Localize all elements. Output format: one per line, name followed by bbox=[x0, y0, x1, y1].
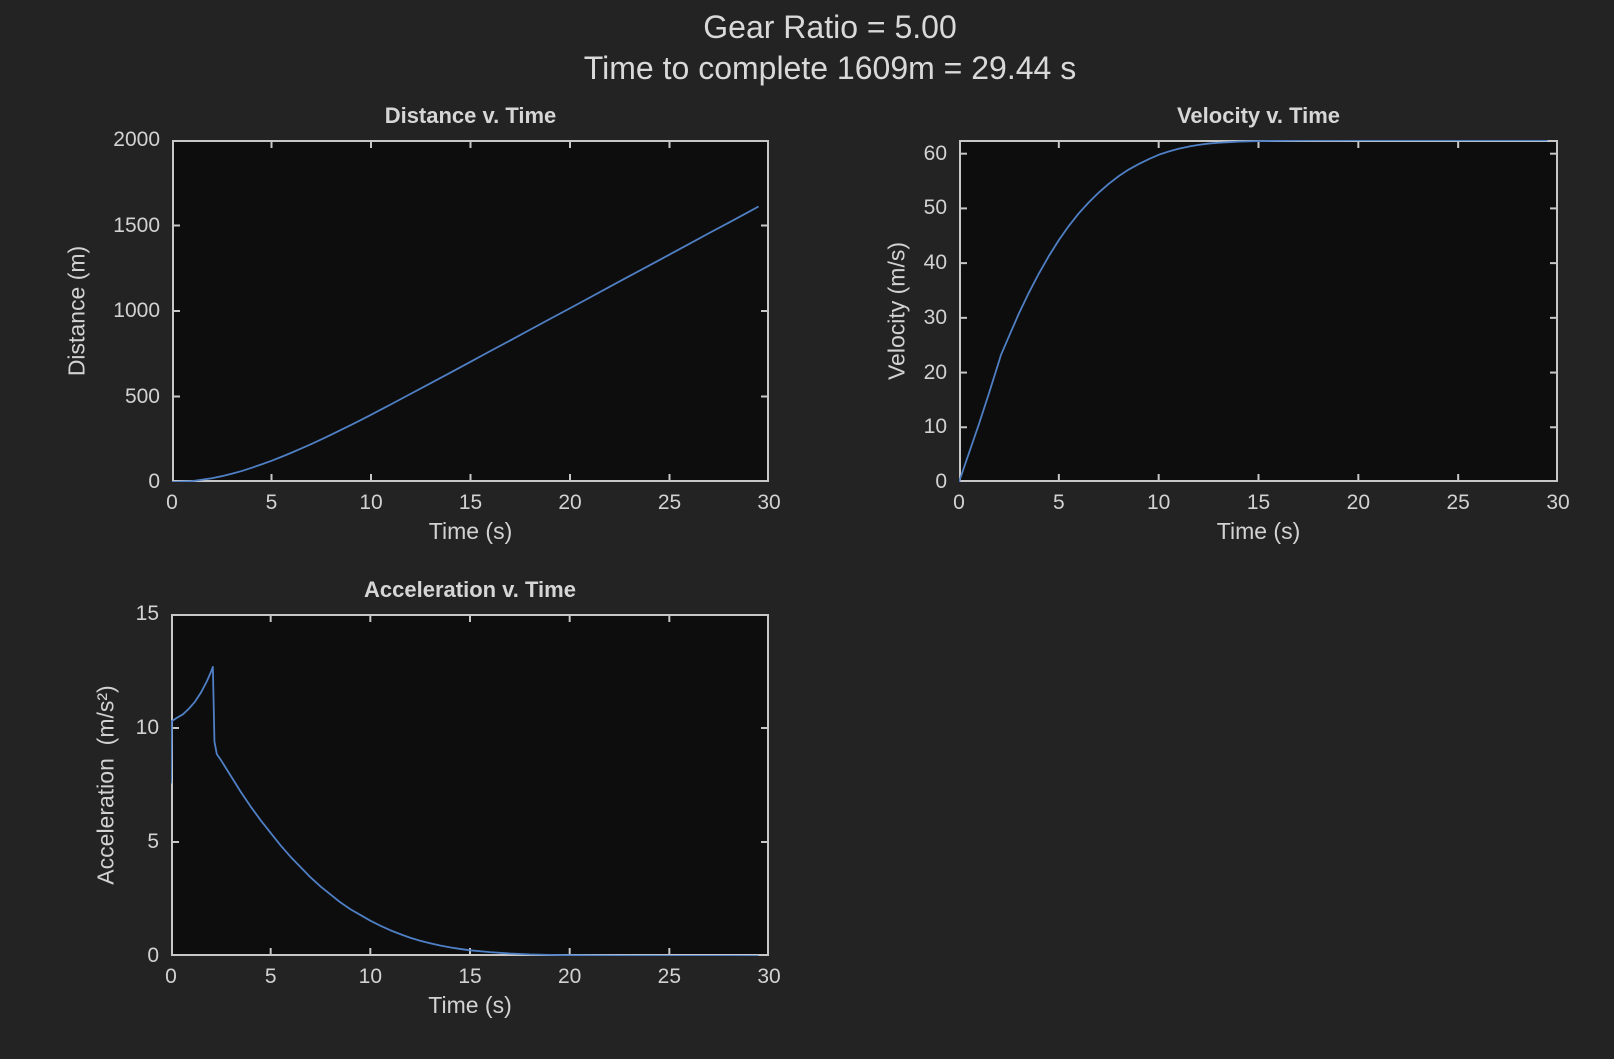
x-tick-label: 0 bbox=[953, 491, 965, 514]
axes-frame bbox=[172, 140, 769, 482]
x-tick-label: 5 bbox=[264, 965, 277, 988]
data-line-velocity bbox=[958, 139, 1548, 483]
x-axis-label-acceleration: Time (s) bbox=[428, 992, 512, 1018]
axes-background bbox=[959, 140, 1558, 482]
x-tick-label: 25 bbox=[1446, 491, 1470, 514]
x-tick-label: 20 bbox=[557, 965, 582, 988]
plot-area-velocity[interactable] bbox=[958, 139, 1559, 483]
y-tick-label: 40 bbox=[923, 251, 947, 275]
y-tick-label: 500 bbox=[124, 384, 160, 408]
x-tick-label: 25 bbox=[657, 491, 682, 514]
y-axis-label-distance: Distance (m) bbox=[63, 245, 90, 377]
plot-canvas-velocity bbox=[958, 139, 1559, 483]
x-tick-label: 30 bbox=[757, 491, 781, 514]
y-tick-label: 0 bbox=[147, 944, 159, 967]
x-tick-label: 5 bbox=[1052, 491, 1065, 514]
x-tick-label: 30 bbox=[1546, 491, 1570, 514]
subplot-title-acceleration: Acceleration v. Time bbox=[364, 577, 576, 602]
x-tick-label: 30 bbox=[757, 965, 781, 988]
axes-frame bbox=[171, 614, 769, 956]
y-tick-label: 10 bbox=[135, 716, 159, 739]
plot-canvas-acceleration bbox=[170, 613, 770, 957]
y-tick-label: 15 bbox=[135, 602, 159, 625]
x-tick-label: 5 bbox=[265, 491, 278, 514]
x-axis-label-velocity: Time (s) bbox=[1216, 518, 1301, 544]
y-tick-label: 50 bbox=[923, 196, 947, 220]
y-tick-label: 1500 bbox=[113, 213, 160, 237]
x-tick-label: 10 bbox=[358, 965, 383, 988]
x-tick-label: 10 bbox=[359, 491, 383, 514]
x-tick-label: 15 bbox=[458, 491, 483, 514]
y-tick-label: 1000 bbox=[113, 299, 160, 322]
x-tick-label: 0 bbox=[165, 965, 177, 988]
plot-canvas-distance bbox=[171, 139, 770, 483]
axes-background bbox=[171, 614, 769, 956]
y-axis-label-acceleration: Acceleration (m/s²) bbox=[92, 685, 119, 885]
x-tick-label: 25 bbox=[657, 965, 682, 988]
y-tick-label: 60 bbox=[923, 141, 947, 165]
y-tick-label: 0 bbox=[148, 470, 160, 493]
subplot-title-distance: Distance v. Time bbox=[384, 103, 557, 128]
suptitle-line1: Gear Ratio = 5.00 bbox=[703, 9, 957, 45]
plot-area-acceleration[interactable] bbox=[170, 613, 770, 957]
y-axis-label-velocity: Velocity (m/s) bbox=[883, 241, 910, 381]
suptitle-line2: Time to complete 1609m = 29.44 s bbox=[583, 50, 1077, 86]
y-tick-label: 30 bbox=[923, 305, 947, 329]
figure-suptitle: Gear Ratio = 5.00 Time to complete 1609m… bbox=[584, 7, 1076, 89]
axes-background bbox=[172, 140, 769, 482]
y-tick-label: 5 bbox=[147, 830, 159, 853]
plot-area-distance[interactable] bbox=[171, 139, 770, 483]
x-tick-label: 10 bbox=[1146, 491, 1171, 514]
data-line-distance bbox=[171, 205, 759, 483]
subplot-title-velocity: Velocity v. Time bbox=[1176, 103, 1341, 128]
x-tick-label: 20 bbox=[1346, 491, 1371, 514]
data-line-acceleration bbox=[170, 666, 759, 957]
x-tick-label: 0 bbox=[166, 491, 178, 514]
y-tick-label: 10 bbox=[923, 415, 947, 439]
y-tick-label: 2000 bbox=[113, 128, 160, 151]
x-tick-label: 20 bbox=[558, 491, 582, 514]
x-tick-label: 15 bbox=[458, 965, 482, 988]
y-tick-label: 20 bbox=[923, 360, 947, 384]
x-axis-label-distance: Time (s) bbox=[428, 518, 513, 544]
y-tick-label: 0 bbox=[935, 470, 947, 493]
x-tick-label: 15 bbox=[1246, 491, 1271, 514]
